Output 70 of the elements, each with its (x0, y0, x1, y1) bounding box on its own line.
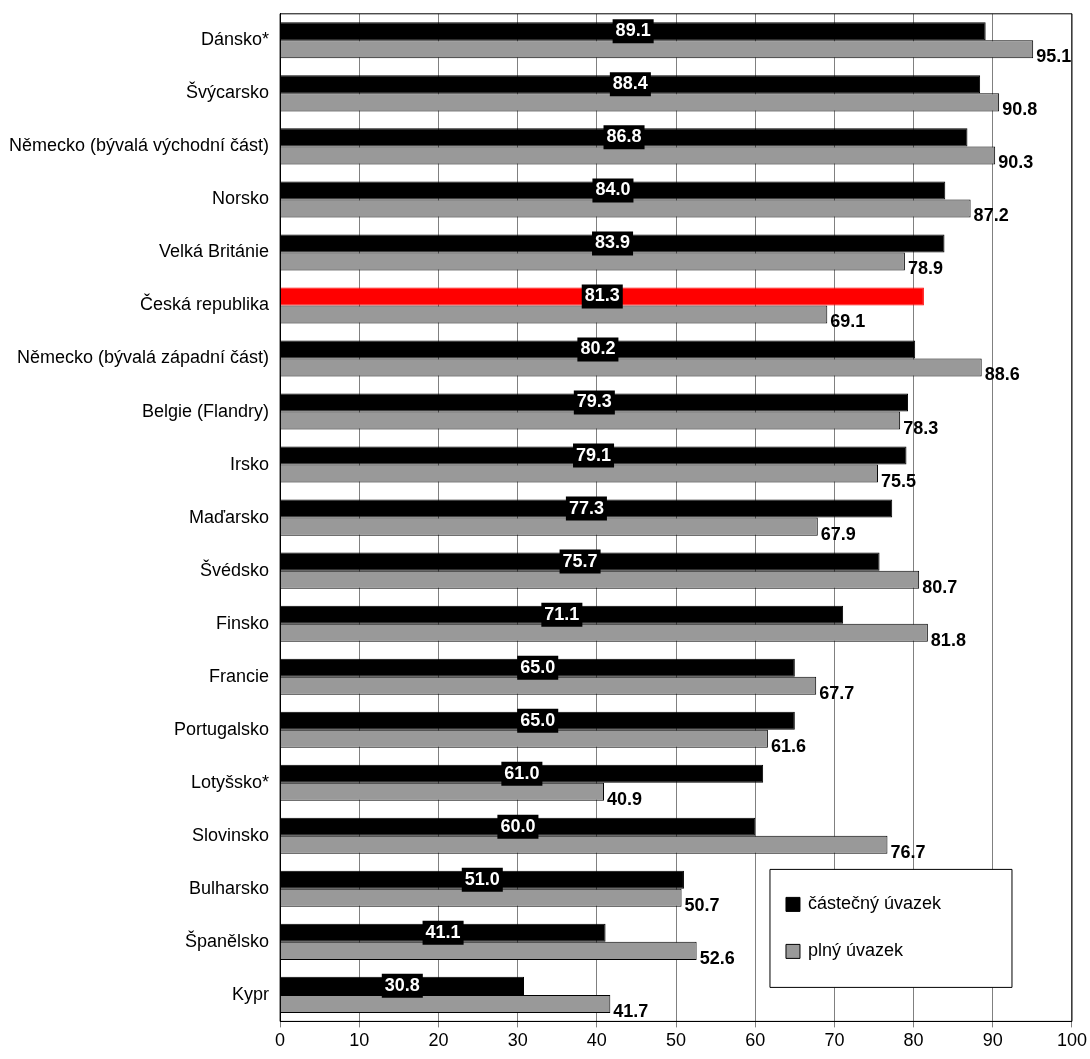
data-label: 80.7 (922, 576, 958, 597)
y-tick-label: Švýcarsko (186, 81, 270, 103)
data-label: 88.6 (984, 364, 1020, 385)
data-label: 77.3 (568, 497, 604, 518)
y-tick-label: Švédsko (200, 558, 270, 580)
data-label: 51.0 (464, 868, 500, 889)
data-label: 60.0 (500, 815, 536, 836)
y-tick-label: Francie (209, 665, 270, 686)
y-tick-label: Česká republika (140, 293, 271, 315)
y-tick-label: Irsko (230, 453, 270, 474)
y-tick-label: Německo (bývalá západní část) (16, 347, 270, 368)
legend-label: částečný úvazek (807, 893, 943, 914)
data-label: 83.9 (595, 232, 631, 253)
y-tick-label: Španělsko (185, 929, 270, 951)
y-tick-label: Portugalsko (174, 718, 270, 739)
x-tick-label: 100 (1056, 1030, 1088, 1051)
data-label: 80.2 (580, 338, 616, 359)
y-tick-label: Kypr (232, 983, 270, 1004)
y-tick-label: Německo (bývalá východní část) (8, 135, 270, 156)
y-tick-label: Dánsko* (201, 29, 270, 50)
x-tick-label: 60 (745, 1030, 766, 1051)
data-label: 78.3 (903, 417, 939, 438)
x-tick-label: 10 (349, 1030, 370, 1051)
data-label: 71.1 (544, 603, 580, 624)
y-tick-label: Norsko (212, 188, 270, 209)
data-label: 75.7 (562, 550, 598, 571)
data-label: 41.7 (613, 1000, 649, 1021)
data-label: 61.6 (770, 735, 806, 756)
x-tick-label: 70 (824, 1030, 845, 1051)
x-tick-label: 80 (903, 1030, 924, 1051)
data-label: 76.7 (890, 841, 926, 862)
data-label: 41.1 (425, 921, 461, 942)
data-label: 84.0 (595, 179, 631, 200)
data-label: 67.7 (819, 682, 855, 703)
data-label: 87.2 (973, 205, 1009, 226)
data-label: 61.0 (504, 762, 540, 783)
data-label: 79.3 (576, 391, 612, 412)
x-tick-label: 40 (586, 1030, 607, 1051)
data-label: 65.0 (520, 709, 556, 730)
data-label: 79.1 (576, 444, 612, 465)
x-tick-label: 20 (428, 1030, 449, 1051)
data-label: 90.8 (1002, 99, 1038, 120)
y-tick-label: Finsko (216, 612, 270, 633)
data-label: 75.5 (880, 470, 917, 491)
legend-label: plný úvazek (807, 940, 905, 961)
data-label: 50.7 (684, 894, 720, 915)
y-tick-label: Belgie (Flandry) (142, 400, 270, 421)
data-label: 95.1 (1036, 46, 1072, 67)
data-label: 88.4 (612, 73, 648, 94)
data-label: 30.8 (384, 974, 420, 995)
x-tick-label: 30 (507, 1030, 528, 1051)
data-label: 89.1 (615, 20, 651, 41)
x-tick-label: 90 (982, 1030, 1003, 1051)
data-label: 86.8 (606, 126, 642, 147)
y-tick-label: Maďarsko (189, 506, 270, 527)
data-label: 90.3 (998, 152, 1034, 173)
y-tick-label: Velká Británie (159, 241, 270, 262)
data-label: 78.9 (907, 258, 943, 279)
data-label: 40.9 (606, 788, 643, 809)
data-label: 81.8 (930, 629, 966, 650)
y-tick-label: Lotyšsko* (191, 771, 270, 792)
x-tick-label: 0 (275, 1030, 286, 1051)
data-label: 81.3 (584, 285, 620, 306)
x-tick-label: 50 (666, 1030, 687, 1051)
y-tick-label: Slovinsko (192, 824, 270, 845)
y-tick-label: Bulharsko (189, 877, 270, 898)
data-label: 65.0 (520, 656, 556, 677)
data-label: 69.1 (830, 311, 866, 332)
data-label: 52.6 (699, 947, 735, 968)
data-label: 67.9 (820, 523, 856, 544)
